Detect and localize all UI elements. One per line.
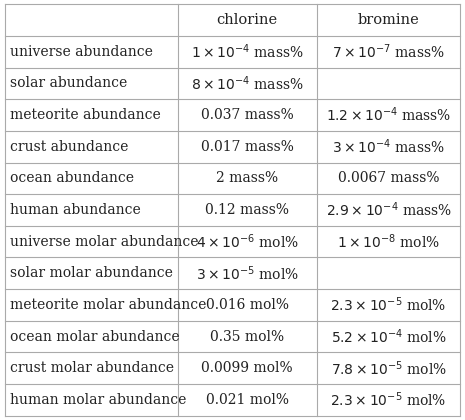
Text: ocean molar abundance: ocean molar abundance <box>10 330 180 344</box>
Text: universe molar abundance: universe molar abundance <box>10 235 199 249</box>
Text: $3\times10^{-5}$ mol%: $3\times10^{-5}$ mol% <box>196 264 299 283</box>
Text: 0.35 mol%: 0.35 mol% <box>210 330 285 344</box>
Text: $7\times10^{-7}$ mass%: $7\times10^{-7}$ mass% <box>332 42 445 61</box>
Text: $2.3\times10^{-5}$ mol%: $2.3\times10^{-5}$ mol% <box>331 296 447 314</box>
Text: 0.12 mass%: 0.12 mass% <box>206 203 289 217</box>
Text: universe abundance: universe abundance <box>10 45 153 59</box>
Text: crust abundance: crust abundance <box>10 140 128 154</box>
Text: ocean abundance: ocean abundance <box>10 171 134 185</box>
Text: 0.0099 mol%: 0.0099 mol% <box>201 361 293 375</box>
Text: $4\times10^{-6}$ mol%: $4\times10^{-6}$ mol% <box>196 232 299 251</box>
Text: $3\times10^{-4}$ mass%: $3\times10^{-4}$ mass% <box>332 137 445 156</box>
Text: chlorine: chlorine <box>217 13 278 27</box>
Text: 0.017 mass%: 0.017 mass% <box>201 140 294 154</box>
Text: meteorite molar abundance: meteorite molar abundance <box>10 298 206 312</box>
Text: $1\times10^{-8}$ mol%: $1\times10^{-8}$ mol% <box>337 232 440 251</box>
Text: $5.2\times10^{-4}$ mol%: $5.2\times10^{-4}$ mol% <box>331 327 446 346</box>
Text: $7.8\times10^{-5}$ mol%: $7.8\times10^{-5}$ mol% <box>331 359 446 378</box>
Text: 0.0067 mass%: 0.0067 mass% <box>338 171 439 185</box>
Text: $2.3\times10^{-5}$ mol%: $2.3\times10^{-5}$ mol% <box>331 391 447 409</box>
Text: $1\times10^{-4}$ mass%: $1\times10^{-4}$ mass% <box>191 42 304 61</box>
Text: crust molar abundance: crust molar abundance <box>10 361 174 375</box>
Text: human molar abundance: human molar abundance <box>10 393 186 407</box>
Text: solar molar abundance: solar molar abundance <box>10 266 173 280</box>
Text: 0.037 mass%: 0.037 mass% <box>201 108 294 122</box>
Text: $8\times10^{-4}$ mass%: $8\times10^{-4}$ mass% <box>191 74 304 93</box>
Text: 0.021 mol%: 0.021 mol% <box>206 393 289 407</box>
Text: $2.9\times10^{-4}$ mass%: $2.9\times10^{-4}$ mass% <box>326 201 452 219</box>
Text: human abundance: human abundance <box>10 203 141 217</box>
Text: $1.2\times10^{-4}$ mass%: $1.2\times10^{-4}$ mass% <box>326 106 451 124</box>
Text: 2 mass%: 2 mass% <box>216 171 279 185</box>
Text: solar abundance: solar abundance <box>10 76 127 90</box>
Text: meteorite abundance: meteorite abundance <box>10 108 161 122</box>
Text: 0.016 mol%: 0.016 mol% <box>206 298 289 312</box>
Text: bromine: bromine <box>358 13 419 27</box>
